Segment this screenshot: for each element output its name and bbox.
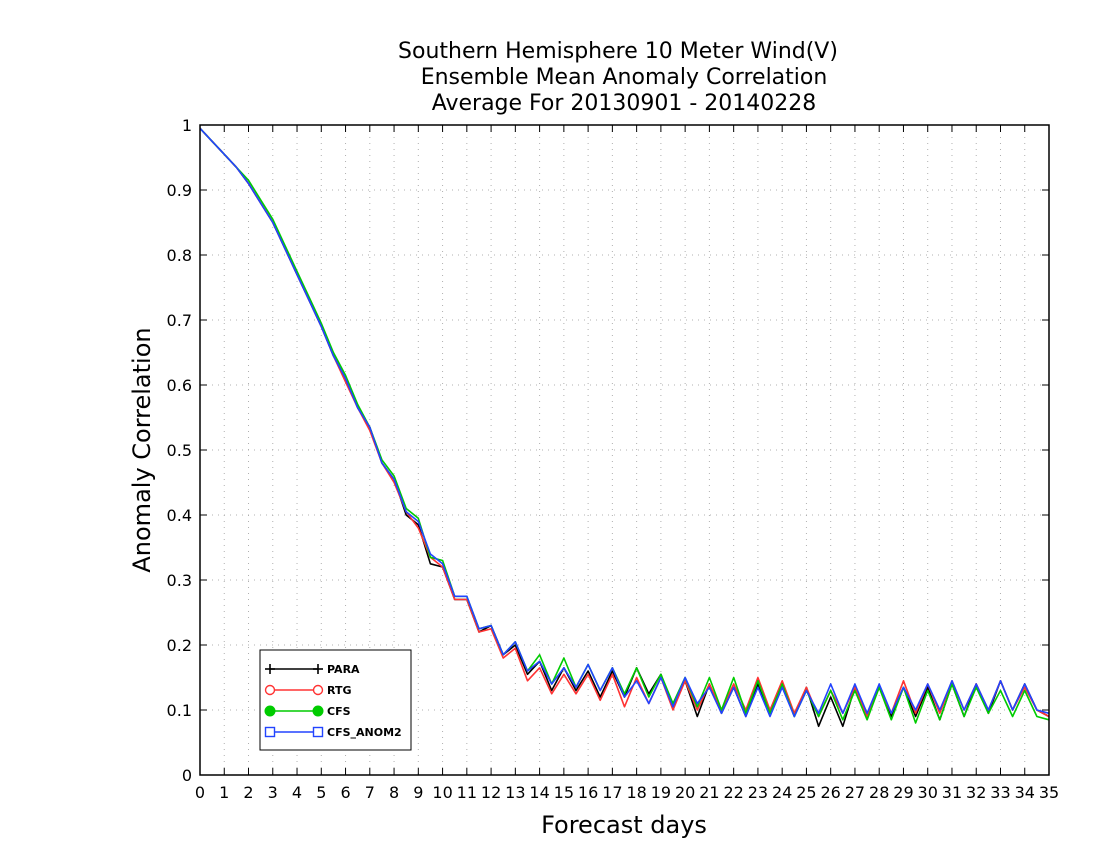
x-tick-label: 28 bbox=[869, 783, 889, 802]
x-tick-label: 10 bbox=[432, 783, 452, 802]
legend: PARA RTG CFS CFS_ANOM2 bbox=[259, 649, 412, 751]
x-tick-label: 8 bbox=[389, 783, 399, 802]
x-tick-label: 22 bbox=[723, 783, 743, 802]
axis-ticks: 0 1 2 3 4 5 6 7 8 9 10 11 12 13 14 15 16 17 18 19 20 21 22 23 24… bbox=[167, 116, 1060, 802]
legend-item-cfs-anom2: CFS_ANOM2 bbox=[264, 726, 402, 739]
legend-label: CFS_ANOM2 bbox=[327, 726, 402, 739]
grid bbox=[200, 125, 1049, 775]
series-line-cfs bbox=[199, 127, 1050, 724]
legend-box bbox=[259, 649, 412, 751]
x-tick-label: 26 bbox=[821, 783, 841, 802]
x-tick-label: 7 bbox=[365, 783, 375, 802]
x-tick-label: 29 bbox=[893, 783, 913, 802]
title-line-2: Ensemble Mean Anomaly Correlation bbox=[421, 65, 828, 90]
x-tick-label: 34 bbox=[1015, 783, 1035, 802]
x-tick-label: 9 bbox=[413, 783, 423, 802]
legend-marker bbox=[264, 684, 276, 696]
y-axis-label: Anomaly Correlation bbox=[128, 327, 156, 572]
x-tick-label: 6 bbox=[340, 783, 350, 802]
x-tick-label: 16 bbox=[578, 783, 598, 802]
x-tick-label: 11 bbox=[457, 783, 477, 802]
y-tick-label: 0.4 bbox=[167, 506, 192, 525]
x-tick-label: 33 bbox=[990, 783, 1010, 802]
legend-label: CFS bbox=[327, 705, 351, 718]
y-tick-label: 1 bbox=[182, 116, 192, 135]
legend-marker bbox=[312, 684, 324, 696]
x-tick-label: 31 bbox=[942, 783, 962, 802]
x-tick-label: 30 bbox=[918, 783, 938, 802]
x-tick-label: 13 bbox=[505, 783, 525, 802]
y-tick-label: 0.9 bbox=[167, 181, 192, 200]
legend-item-cfs: CFS bbox=[264, 705, 351, 718]
x-tick-label: 14 bbox=[529, 783, 549, 802]
chart-title: Southern Hemisphere 10 Meter Wind(V) Ens… bbox=[398, 39, 838, 116]
legend-label: RTG bbox=[327, 684, 352, 697]
legend-marker bbox=[312, 726, 324, 738]
x-tick-label: 24 bbox=[772, 783, 792, 802]
legend-item-para: PARA bbox=[265, 663, 360, 676]
x-tick-label: 35 bbox=[1039, 783, 1059, 802]
series-lines bbox=[199, 127, 1050, 728]
x-tick-label: 5 bbox=[316, 783, 326, 802]
x-tick-label: 32 bbox=[966, 783, 986, 802]
legend-label: PARA bbox=[327, 663, 360, 676]
legend-marker bbox=[264, 705, 276, 717]
x-tick-label: 18 bbox=[626, 783, 646, 802]
y-tick-label: 0.7 bbox=[167, 311, 192, 330]
legend-marker bbox=[264, 726, 276, 738]
title-line-3: Average For 20130901 - 20140228 bbox=[432, 91, 817, 116]
y-tick-label: 0.5 bbox=[167, 441, 192, 460]
legend-marker bbox=[312, 705, 324, 717]
x-tick-label: 21 bbox=[699, 783, 719, 802]
x-axis-label: Forecast days bbox=[541, 811, 707, 839]
x-tick-label: 1 bbox=[219, 783, 229, 802]
x-tick-label: 0 bbox=[195, 783, 205, 802]
y-tick-label: 0.8 bbox=[167, 246, 192, 265]
y-tick-label: 0.6 bbox=[167, 376, 192, 395]
x-tick-label: 17 bbox=[602, 783, 622, 802]
legend-item-rtg: RTG bbox=[264, 684, 352, 697]
x-tick-label: 20 bbox=[675, 783, 695, 802]
x-tick-label: 27 bbox=[845, 783, 865, 802]
x-tick-label: 2 bbox=[243, 783, 253, 802]
x-tick-label: 15 bbox=[554, 783, 574, 802]
y-tick-label: 0.1 bbox=[167, 701, 192, 720]
x-tick-label: 3 bbox=[268, 783, 278, 802]
title-line-1: Southern Hemisphere 10 Meter Wind(V) bbox=[398, 39, 838, 64]
series-line-cfs-anom2 bbox=[199, 127, 1050, 718]
y-tick-label: 0.2 bbox=[167, 636, 192, 655]
x-tick-label: 23 bbox=[748, 783, 768, 802]
x-tick-label: 4 bbox=[292, 783, 302, 802]
series-line-para bbox=[199, 127, 1050, 728]
series-line-rtg bbox=[199, 127, 1050, 718]
x-tick-label: 19 bbox=[651, 783, 671, 802]
y-tick-label: 0.3 bbox=[167, 571, 192, 590]
y-tick-label: 0 bbox=[182, 766, 192, 785]
x-tick-label: 12 bbox=[481, 783, 501, 802]
x-tick-label: 25 bbox=[796, 783, 816, 802]
